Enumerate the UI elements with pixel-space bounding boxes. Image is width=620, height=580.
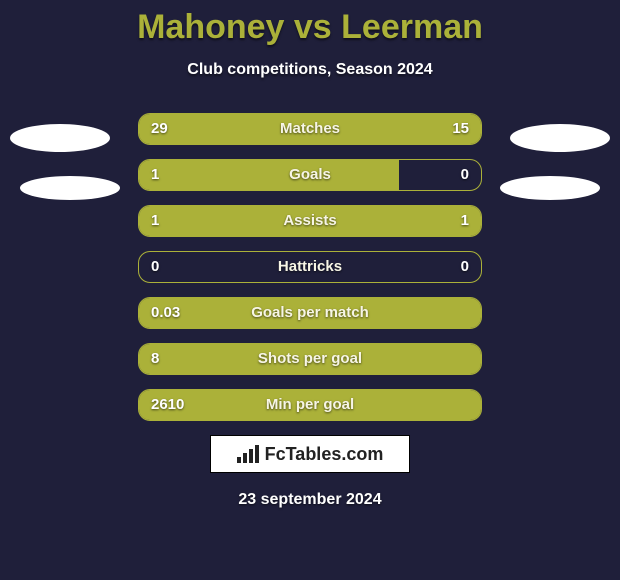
stat-row: 2610Min per goal [138,389,482,421]
stat-row: 0.03Goals per match [138,297,482,329]
brand-text: FcTables.com [265,444,384,465]
stat-row: 8Shots per goal [138,343,482,375]
page-subtitle: Club competitions, Season 2024 [0,61,620,79]
player-left-avatar-2 [20,176,120,200]
stat-value-right: 1 [461,206,469,236]
stat-row: 1Goals0 [138,159,482,191]
stat-label: Assists [139,206,481,236]
stat-label: Min per goal [139,390,481,420]
stats-comparison: 29Matches151Goals01Assists10Hattricks00.… [138,113,482,421]
stat-row: 29Matches15 [138,113,482,145]
player-left-avatar-1 [10,124,110,152]
stat-row: 1Assists1 [138,205,482,237]
stat-label: Goals [139,160,481,190]
stat-value-right: 0 [461,160,469,190]
stat-value-right: 0 [461,252,469,282]
page-title: Mahoney vs Leerman [0,0,620,47]
stat-label: Shots per goal [139,344,481,374]
brand-logo: FcTables.com [210,435,410,473]
chart-icon [237,445,259,463]
stat-label: Hattricks [139,252,481,282]
stat-label: Matches [139,114,481,144]
date-text: 23 september 2024 [0,491,620,509]
player-right-avatar-1 [510,124,610,152]
stat-label: Goals per match [139,298,481,328]
player-right-avatar-2 [500,176,600,200]
stat-value-right: 15 [452,114,469,144]
stat-row: 0Hattricks0 [138,251,482,283]
